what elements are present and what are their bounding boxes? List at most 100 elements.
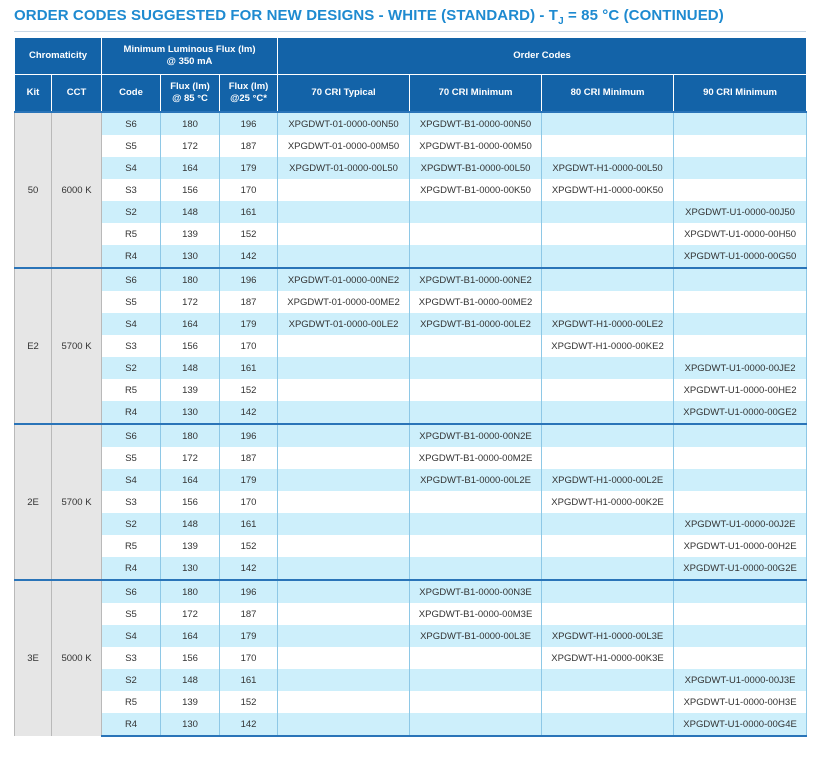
order-code-cell: XPGDWT-B1-0000-00L50 xyxy=(409,157,543,179)
order-code-cell: XPGDWT-U1-0000-00J2E xyxy=(673,513,808,535)
order-code-cell: XPGDWT-U1-0000-00H50 xyxy=(673,223,808,245)
value-cell: R5 xyxy=(101,223,162,245)
header-cell: CCT xyxy=(50,74,103,113)
order-code-cell xyxy=(673,491,808,513)
value-cell: S3 xyxy=(101,179,162,201)
table-row: S3 156 170 XPGDWT-H1-0000-00K3E xyxy=(15,647,808,669)
value-cell: S2 xyxy=(101,513,162,535)
value-cell: 156 xyxy=(160,179,221,201)
value-cell: 130 xyxy=(160,245,221,269)
cct-cell: 5000 K xyxy=(50,579,103,736)
value-cell: 148 xyxy=(160,357,221,379)
value-cell: 130 xyxy=(160,713,221,737)
order-code-cell xyxy=(673,423,808,447)
value-cell: 148 xyxy=(160,669,221,691)
order-code-cell: XPGDWT-U1-0000-00H2E xyxy=(673,535,808,557)
header-cell: Chromaticity xyxy=(13,37,103,75)
value-cell: R4 xyxy=(101,245,162,269)
order-code-cell: XPGDWT-H1-0000-00K3E xyxy=(541,647,675,669)
title-text: ORDER CODES SUGGESTED FOR NEW DESIGNS - … xyxy=(14,7,559,24)
table-row: S5 172 187 XPGDWT-B1-0000-00M3E xyxy=(15,603,808,625)
table-row: E2 5700 K S6 180 196 XPGDWT-01-0000-00NE2 XPGD… xyxy=(14,267,808,424)
order-code-cell xyxy=(277,335,411,357)
table-row: S4 164 179 XPGDWT-01-0000-00LE2 XPGDWT-B1-00… xyxy=(15,313,808,335)
order-code-cell xyxy=(673,335,808,357)
order-code-cell: XPGDWT-H1-0000-00L50 xyxy=(541,157,675,179)
value-cell: 156 xyxy=(160,335,221,357)
order-code-cell xyxy=(409,647,543,669)
order-code-cell xyxy=(541,223,675,245)
order-code-cell xyxy=(673,625,808,647)
header-line: Flux (lm) xyxy=(170,81,210,92)
order-code-cell xyxy=(541,135,675,157)
header-line: Minimum Luminous Flux (lm) xyxy=(123,44,256,55)
header-line: @ 350 mA xyxy=(166,56,213,67)
table-row: R4 130 142 XPGDWT-U1-0000-00GE2 xyxy=(15,401,808,425)
value-cell: 164 xyxy=(160,313,221,335)
value-cell: 164 xyxy=(160,469,221,491)
value-cell: 180 xyxy=(160,579,221,603)
order-code-cell xyxy=(277,245,411,269)
value-cell: S5 xyxy=(101,447,162,469)
order-code-cell xyxy=(277,423,411,447)
value-cell: S5 xyxy=(101,135,162,157)
value-cell: 161 xyxy=(219,669,279,691)
table-row: S2 148 161 XPGDWT-U1-0000-00J3E xyxy=(15,669,808,691)
order-code-cell xyxy=(409,491,543,513)
table-row: R5 139 152 XPGDWT-U1-0000-00H50 xyxy=(15,223,808,245)
order-code-cell xyxy=(277,647,411,669)
order-code-cell: XPGDWT-B1-0000-00N2E xyxy=(409,423,543,447)
value-cell: 187 xyxy=(219,447,279,469)
order-code-cell xyxy=(541,357,675,379)
order-code-cell xyxy=(673,291,808,313)
value-cell: 152 xyxy=(219,535,279,557)
value-cell: 130 xyxy=(160,557,221,581)
table-row: R4 130 142 XPGDWT-U1-0000-00G50 xyxy=(15,245,808,269)
value-cell: 179 xyxy=(219,157,279,179)
value-cell: R4 xyxy=(101,713,162,737)
order-code-cell xyxy=(673,447,808,469)
value-cell: 180 xyxy=(160,267,221,291)
value-cell: S5 xyxy=(101,603,162,625)
value-cell: R4 xyxy=(101,557,162,581)
value-cell: 152 xyxy=(219,223,279,245)
order-code-cell: XPGDWT-U1-0000-00GE2 xyxy=(673,401,808,425)
order-code-cell xyxy=(409,669,543,691)
value-cell: 161 xyxy=(219,201,279,223)
order-code-cell: XPGDWT-B1-0000-00M50 xyxy=(409,135,543,157)
header-cell: Minimum Luminous Flux (lm) @ 350 mA xyxy=(101,37,279,75)
kit-cell: 2E xyxy=(14,423,52,580)
order-code-cell xyxy=(277,669,411,691)
value-cell: 196 xyxy=(219,111,279,135)
order-code-cell: XPGDWT-U1-0000-00J50 xyxy=(673,201,808,223)
kit-cell: E2 xyxy=(14,267,52,424)
order-code-cell xyxy=(673,313,808,335)
order-code-cell: XPGDWT-B1-0000-00LE2 xyxy=(409,313,543,335)
value-cell: S6 xyxy=(101,423,162,447)
order-code-cell: XPGDWT-B1-0000-00K50 xyxy=(409,179,543,201)
value-cell: S4 xyxy=(101,313,162,335)
value-cell: S2 xyxy=(101,357,162,379)
order-code-cell: XPGDWT-01-0000-00NE2 xyxy=(277,267,411,291)
order-code-cell xyxy=(409,691,543,713)
table-body: 50 6000 K S6 180 196 XPGDWT-01-0000-00N50 XPGD… xyxy=(14,111,808,737)
header-cell: Flux (lm) @25 °C* xyxy=(219,74,279,113)
order-code-cell: XPGDWT-B1-0000-00L2E xyxy=(409,469,543,491)
table-row: R5 139 152 XPGDWT-U1-0000-00H2E xyxy=(15,535,808,557)
table-row: 50 6000 K S6 180 196 XPGDWT-01-0000-00N50 XPGD… xyxy=(14,111,808,268)
value-cell: S4 xyxy=(101,157,162,179)
table-row: 2E 5700 K S6 180 196 XPGDWT-B1-0000-00N2E xyxy=(14,423,808,580)
order-code-cell xyxy=(541,691,675,713)
value-cell: 187 xyxy=(219,135,279,157)
title: ORDER CODES SUGGESTED FOR NEW DESIGNS - … xyxy=(14,7,724,27)
value-cell: S3 xyxy=(101,647,162,669)
order-code-cell xyxy=(673,267,808,291)
order-code-cell xyxy=(277,557,411,581)
order-code-cell xyxy=(277,447,411,469)
value-cell: 187 xyxy=(219,603,279,625)
order-code-cell xyxy=(541,447,675,469)
order-code-cell xyxy=(541,423,675,447)
value-cell: S6 xyxy=(101,111,162,135)
order-code-cell: XPGDWT-U1-0000-00G2E xyxy=(673,557,808,581)
table-row: S5 172 187 XPGDWT-B1-0000-00M2E xyxy=(15,447,808,469)
